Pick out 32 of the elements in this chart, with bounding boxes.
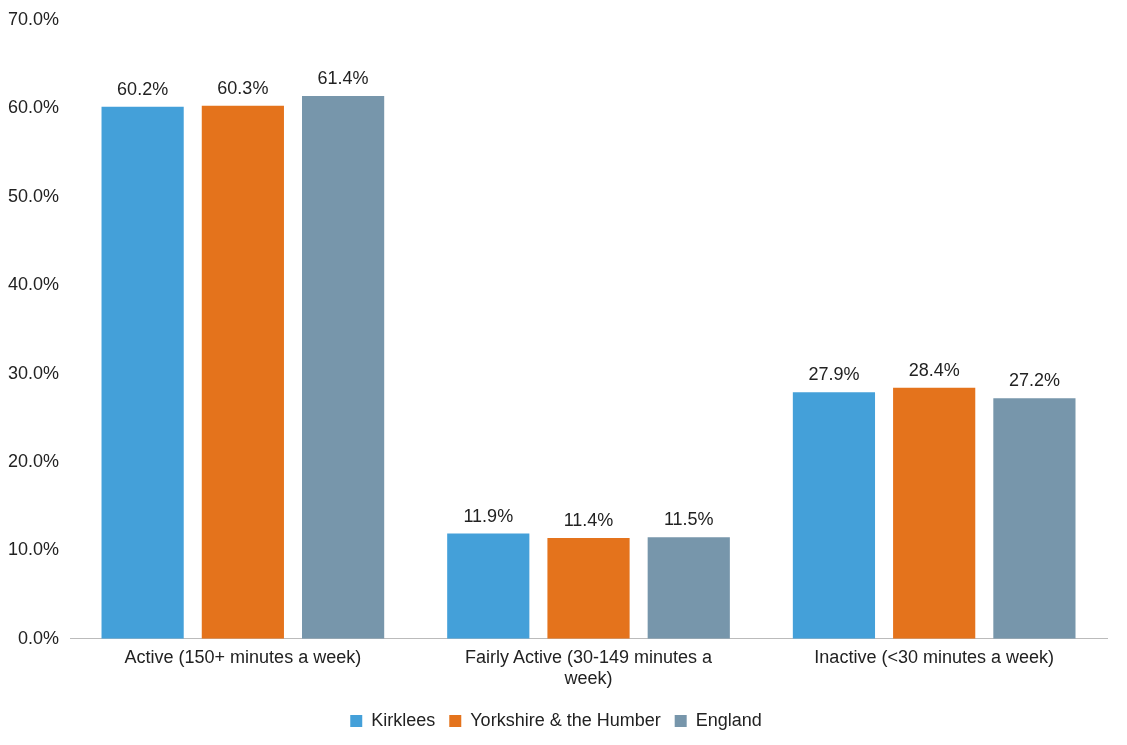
bar	[547, 538, 630, 639]
bar	[101, 106, 184, 639]
y-tick-label: 30.0%	[7, 362, 60, 383]
data-label: 61.4%	[317, 67, 369, 88]
bar	[647, 537, 730, 639]
x-tick-label: Inactive (<30 minutes a week)	[814, 646, 1054, 667]
y-tick-label: 60.0%	[7, 97, 60, 118]
data-label: 60.3%	[217, 77, 269, 98]
y-tick-label: 10.0%	[7, 539, 60, 560]
data-label: 60.2%	[117, 78, 169, 99]
legend-label: England	[695, 709, 762, 730]
data-label: 27.2%	[1008, 370, 1060, 391]
y-tick-label: 40.0%	[7, 274, 60, 295]
y-tick-label: 50.0%	[7, 185, 60, 206]
x-tick-label: Fairly Active (30-149 minutes a week)	[464, 646, 714, 689]
y-tick-label: 20.0%	[7, 450, 60, 471]
bar	[792, 392, 876, 639]
x-tick-label: Active (150+ minutes a week)	[124, 646, 362, 667]
bar	[993, 398, 1076, 639]
y-tick-label: 70.0%	[7, 8, 60, 29]
legend-label: Kirklees	[371, 709, 436, 730]
bar	[302, 96, 385, 639]
data-label: 11.4%	[563, 509, 614, 530]
legend-label: Yorkshire & the Humber	[470, 709, 661, 730]
bar	[201, 105, 284, 639]
data-label: 28.4%	[908, 359, 960, 380]
bar	[447, 533, 530, 639]
bar	[893, 387, 976, 639]
data-label: 11.5%	[663, 509, 714, 530]
y-tick-label: 0.0%	[18, 627, 60, 648]
data-label: 27.9%	[808, 364, 860, 385]
data-label: 11.9%	[463, 505, 514, 526]
